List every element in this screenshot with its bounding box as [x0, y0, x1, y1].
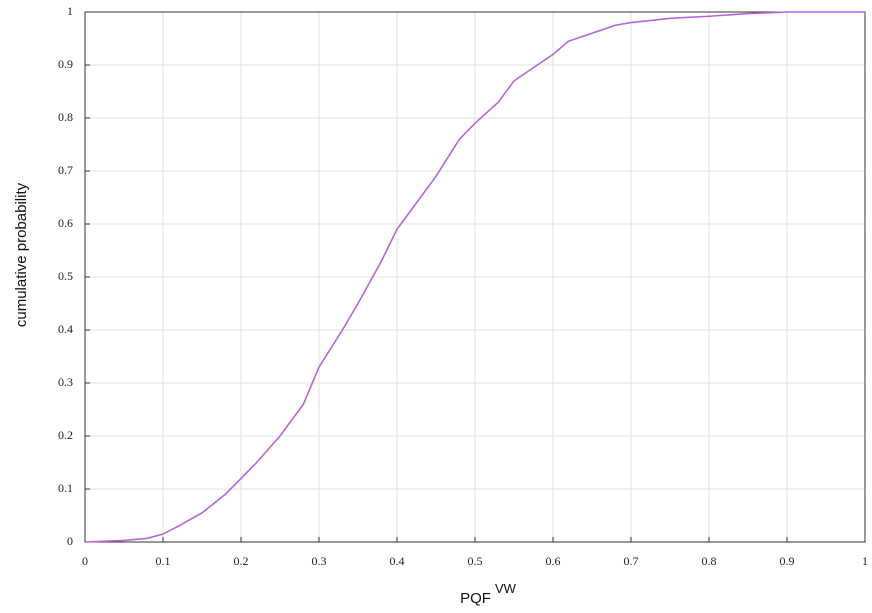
y-tick-label: 0.7 — [58, 163, 73, 177]
x-tick-label: 0.6 — [546, 554, 561, 568]
x-tick-label: 0.7 — [624, 554, 639, 568]
x-tick-label: 0.3 — [312, 554, 327, 568]
x-tick-label: 0.9 — [780, 554, 795, 568]
x-tick-label: 1 — [862, 554, 868, 568]
x-tick-label: 0.4 — [390, 554, 405, 568]
x-tick-label: 0.2 — [234, 554, 249, 568]
y-tick-label: 0.9 — [58, 57, 73, 71]
x-axis-label-superscript: VW — [495, 581, 517, 596]
plot-frame — [84, 11, 866, 543]
cdf-line — [84, 11, 865, 543]
y-tick-label: 0.1 — [58, 481, 73, 495]
x-axis-label-main: PQF — [460, 590, 491, 607]
x-axis-label: PQF VW — [460, 581, 517, 607]
y-tick-label: 0.8 — [58, 110, 73, 124]
y-tick-label: 0.3 — [58, 375, 73, 389]
y-axis-label: cumulative probability — [13, 182, 30, 327]
x-tick-label: 0.8 — [702, 554, 717, 568]
y-tick-label: 1 — [67, 4, 73, 18]
x-tick-label: 0 — [82, 554, 88, 568]
y-tick-label: 0.4 — [58, 322, 73, 336]
y-tick-label: 0 — [67, 534, 73, 548]
x-tick-label: 0.1 — [156, 554, 171, 568]
y-tick-label: 0.5 — [58, 269, 73, 283]
y-tick-label: 0.2 — [58, 428, 73, 442]
y-tick-label: 0.6 — [58, 216, 73, 230]
x-tick-label: 0.5 — [468, 554, 483, 568]
